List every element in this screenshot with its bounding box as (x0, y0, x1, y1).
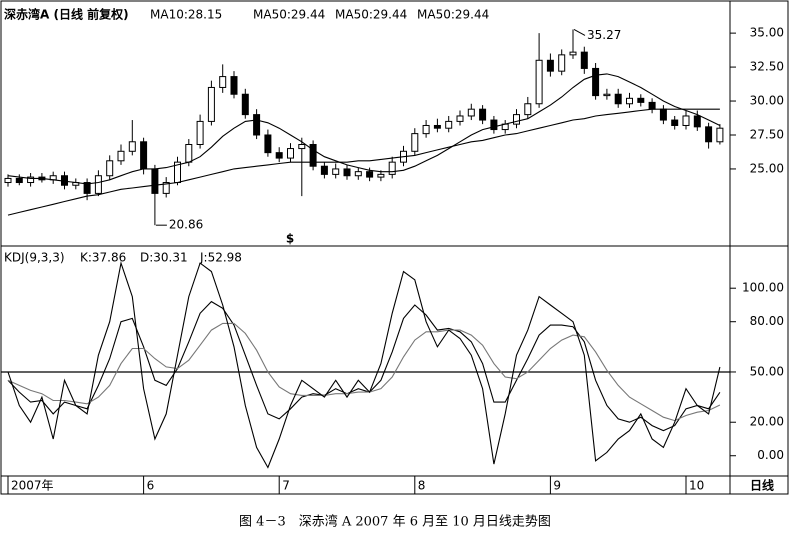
candle-body (332, 168, 340, 175)
candle-body (513, 114, 520, 125)
candle-body (343, 168, 351, 177)
y-tick-label: 27.50 (750, 127, 784, 141)
candle-body (535, 59, 543, 105)
candle-body (366, 171, 374, 178)
x-tick-label: 7 (282, 479, 290, 493)
candle-body (106, 160, 114, 177)
candle-body (671, 119, 679, 126)
candle-body (128, 141, 136, 152)
kdj-line (7, 260, 721, 469)
y-tick-label: 100.00 (742, 281, 784, 295)
header-item: MA10:28.15 (150, 8, 222, 22)
candle-body (592, 67, 600, 97)
candle-body (693, 115, 701, 128)
candle-body (433, 124, 441, 129)
candle-body (445, 120, 453, 129)
ma-line (7, 73, 721, 185)
candle-body (411, 133, 419, 152)
header-item: D:30.31 (140, 251, 188, 265)
main-title: 深赤湾A (日线 前复权) (4, 7, 129, 22)
candle-body (614, 93, 622, 105)
candle-body (659, 108, 667, 121)
low-label: 20.86 (169, 218, 203, 232)
candle-body (682, 115, 690, 126)
candle-body (716, 127, 724, 143)
candle-body (241, 93, 249, 116)
candle-body (117, 150, 125, 162)
candle-body (479, 108, 487, 121)
y-tick-label: 80.00 (750, 314, 784, 328)
y-tick-label: 30.00 (750, 94, 784, 108)
candle-body (151, 168, 159, 194)
candle-body (558, 54, 566, 72)
x-tick-label: 2007年 (11, 479, 54, 493)
candle-body (309, 143, 317, 167)
candle-body (207, 86, 215, 122)
header-item: MA50:29.44 (335, 8, 407, 22)
candle-body (264, 134, 272, 154)
candle-body (253, 114, 261, 136)
header-item: K:37.86 (80, 251, 126, 265)
candle-body (648, 101, 656, 110)
candle-body (275, 152, 283, 159)
candle-body (422, 124, 430, 135)
x-tick-label: 10 (689, 479, 704, 493)
candle-body (354, 171, 362, 177)
candle-body (569, 51, 577, 56)
candle-body (546, 59, 554, 72)
caption: 图 4－3 深赤湾 A 2007 年 6 月至 10 月日线走势图 (239, 514, 551, 530)
header-item: MA50:29.44 (253, 8, 325, 22)
candle-body (196, 120, 204, 145)
candle-body (185, 143, 193, 163)
candle-body (15, 177, 23, 184)
candle-body (377, 173, 385, 178)
candle-body (524, 103, 532, 116)
x-tick-label: 6 (147, 479, 155, 493)
candle-body (603, 93, 611, 97)
y-tick-label: 25.00 (750, 161, 784, 175)
candle-body (27, 176, 35, 184)
candle-body (637, 97, 645, 103)
y-tick-label: 35.00 (750, 26, 784, 40)
candle-body (162, 182, 170, 194)
kdj-title: KDJ(9,3,3) (4, 251, 65, 265)
candle-body (388, 161, 396, 175)
candle-body (4, 177, 12, 184)
candle-body (230, 76, 238, 95)
candle-body (219, 76, 227, 88)
candle-body (626, 97, 633, 105)
candle-body (140, 141, 148, 170)
candle-body (705, 126, 713, 143)
candle-body (580, 51, 588, 69)
candle-body (83, 182, 91, 194)
y-tick-label: 50.00 (750, 364, 784, 378)
high-label: 35.27 (587, 28, 621, 42)
y-tick-label: 0.00 (757, 448, 784, 462)
high-pointer (573, 29, 586, 36)
candle-body (456, 115, 464, 122)
candle-body (287, 148, 294, 159)
x-tick-label: 9 (553, 479, 561, 493)
x-axis-label: 日线 (750, 478, 774, 493)
kdj-line (7, 300, 721, 432)
x-tick-label: 8 (418, 479, 426, 493)
annotation: $ (286, 232, 294, 246)
y-tick-label: 20.00 (750, 415, 784, 429)
kdj-line (7, 322, 721, 422)
frame (0, 0, 789, 495)
candle-body (94, 175, 102, 194)
header-item: MA50:29.44 (417, 8, 489, 22)
candle-body (490, 119, 498, 131)
ma-line (7, 108, 720, 216)
y-tick-label: 32.50 (750, 60, 784, 74)
candle-body (320, 165, 328, 175)
candle-body (298, 143, 306, 150)
header-item: J:52.98 (199, 251, 242, 265)
candle-body (467, 108, 475, 117)
